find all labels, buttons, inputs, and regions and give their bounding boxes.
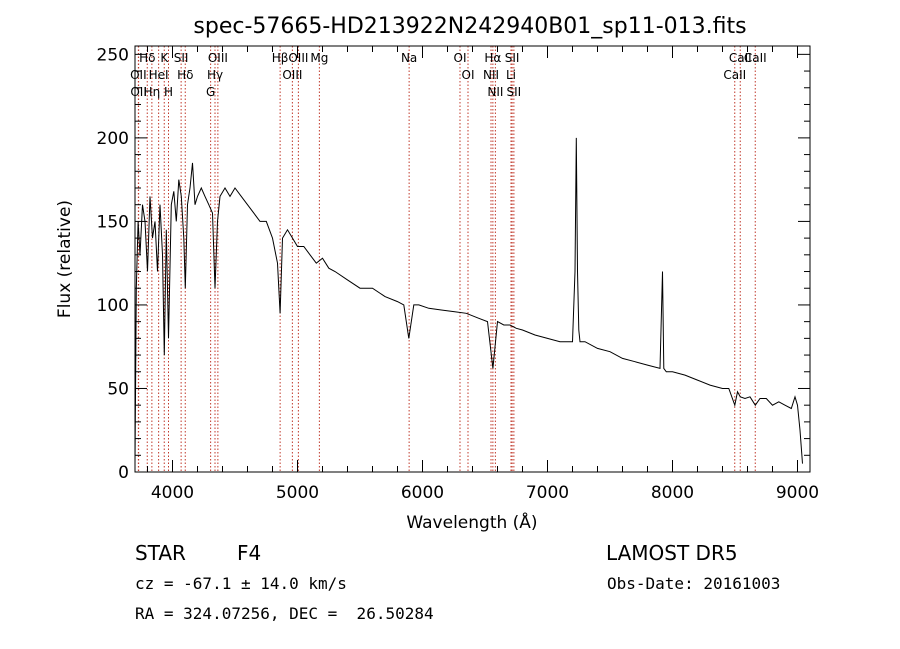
- plot-frame: [134, 45, 811, 473]
- spectral-line-label: OIII: [282, 68, 302, 82]
- x-tick-label: 7000: [526, 483, 569, 503]
- spectral-line-label: OII: [130, 85, 147, 99]
- y-tick-label: 0: [118, 463, 129, 483]
- object-class: STAR: [135, 541, 186, 565]
- x-tick-label: 6000: [401, 483, 444, 503]
- spectral-line-label: Li: [506, 68, 516, 82]
- y-tick-label: 50: [107, 379, 129, 399]
- spectral-line-label: OI: [462, 68, 475, 82]
- coordinates: RA = 324.07256, DEC = 26.50284: [135, 604, 434, 623]
- spectral-line-label: OI: [454, 51, 467, 65]
- spectral-line-label: NII: [487, 85, 503, 99]
- object-subclass: F4: [237, 541, 262, 565]
- spectral-line-label: SII: [174, 51, 189, 65]
- redshift-velocity: cz = -67.1 ± 14.0 km/s: [135, 574, 347, 593]
- spectral-line-markers: [137, 46, 756, 472]
- x-tick-label: 5000: [276, 483, 319, 503]
- observation-date: Obs-Date: 20161003: [607, 574, 781, 593]
- spectrum-line: [134, 137, 803, 464]
- spectral-line-label: CaII: [729, 51, 752, 65]
- x-axis-ticks: 4000 5000 6000 7000 8000 9000: [147, 46, 819, 503]
- spectral-line-label: G: [206, 85, 215, 99]
- spectral-line-label: Hα: [484, 51, 501, 65]
- spectral-line-label: CaII: [744, 51, 767, 65]
- spectral-line-label: OIII: [208, 51, 228, 65]
- x-tick-label: 4000: [151, 483, 194, 503]
- spectral-line-label: CaII: [723, 68, 746, 82]
- chart-title: spec-57665-HD213922N242940B01_sp11-013.f…: [193, 14, 746, 39]
- x-axis-label: Wavelength (Å): [406, 511, 537, 533]
- spectral-line-label: Hδ: [139, 51, 155, 65]
- y-tick-label: 250: [97, 45, 129, 65]
- y-tick-label: 100: [97, 296, 129, 316]
- spectral-line-label: SII: [505, 51, 520, 65]
- spectral-line-label: H: [164, 85, 173, 99]
- spectral-line-label: HeI: [149, 68, 169, 82]
- spectral-line-label: NII: [483, 68, 499, 82]
- spectral-line-label: Hδ: [177, 68, 193, 82]
- y-tick-label: 150: [97, 212, 129, 232]
- spectral-line-label: Na: [401, 51, 417, 65]
- spectral-line-label: Hβ: [272, 51, 289, 65]
- spectral-line-label: OII: [130, 68, 147, 82]
- y-axis-ticks: 0 50 100 150 200 250: [97, 45, 810, 483]
- x-tick-label: 9000: [776, 483, 819, 503]
- spectral-line-label: Hγ: [207, 68, 223, 82]
- spectral-line-label: OIII: [288, 51, 308, 65]
- spectral-line-label: Hη: [144, 85, 161, 99]
- y-axis-label: Flux (relative): [55, 200, 75, 318]
- spectral-line-label: K: [160, 51, 169, 65]
- spectral-line-label: Mg: [310, 51, 328, 65]
- survey-name: LAMOST DR5: [606, 541, 738, 565]
- y-tick-label: 200: [97, 129, 129, 149]
- spectral-line-label: SII: [507, 85, 522, 99]
- x-tick-label: 8000: [651, 483, 694, 503]
